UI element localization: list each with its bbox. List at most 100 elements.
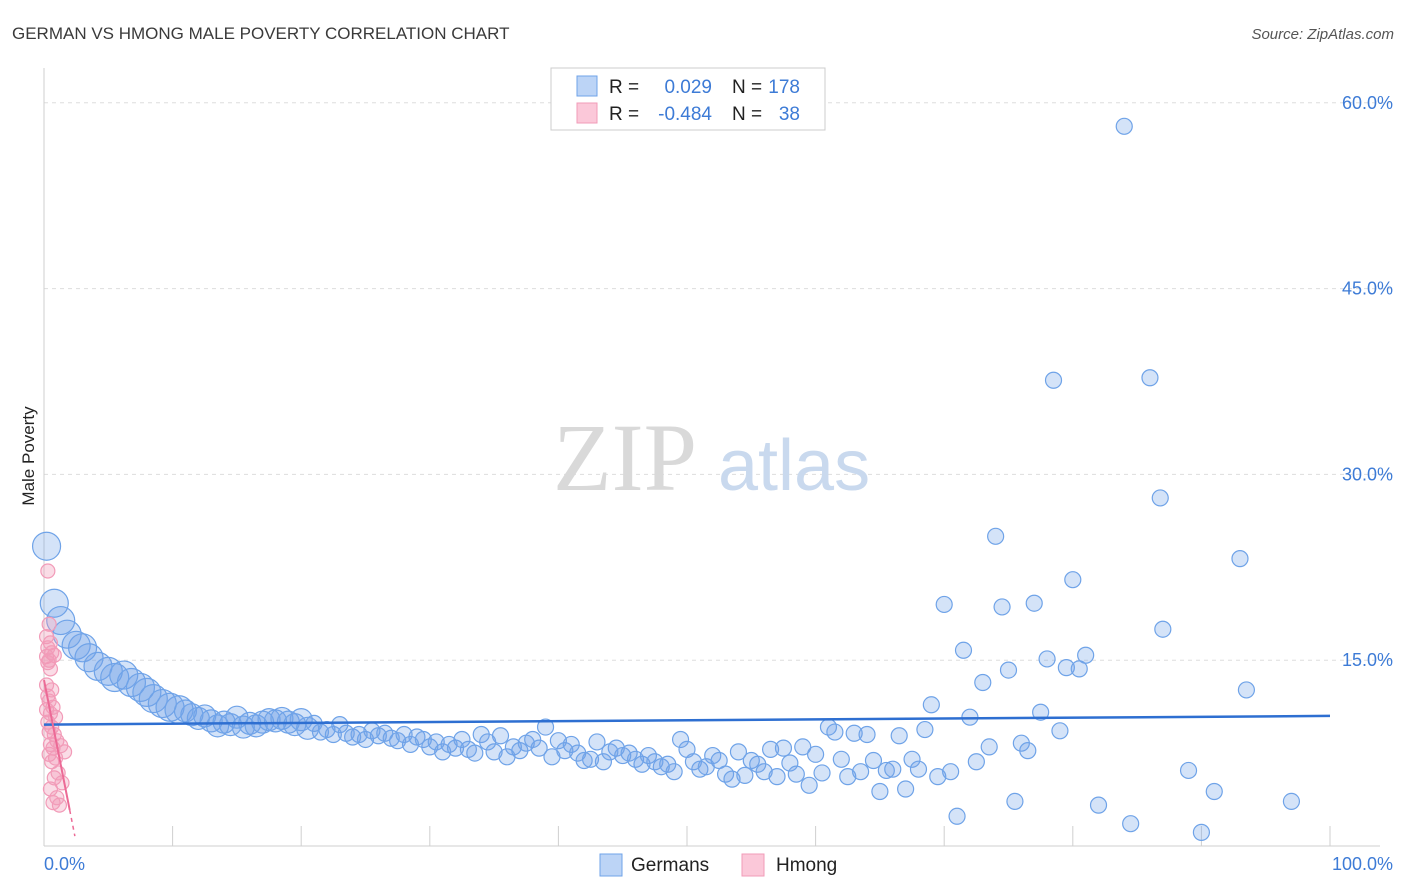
german-point xyxy=(1122,815,1140,833)
german-point xyxy=(806,745,825,763)
german-point xyxy=(1089,796,1108,814)
german-point xyxy=(1025,594,1043,612)
chart-title: GERMAN VS HMONG MALE POVERTY CORRELATION… xyxy=(12,24,510,43)
hmong-point xyxy=(42,661,59,677)
german-point xyxy=(903,750,921,768)
bottom-legend-swatch-hmong xyxy=(741,853,765,877)
watermark: ZIP atlas xyxy=(553,404,870,511)
watermark-zip: ZIP xyxy=(553,404,697,511)
german-point xyxy=(980,738,998,756)
german-point xyxy=(987,527,1005,545)
german-point xyxy=(116,667,147,698)
german-point xyxy=(1179,761,1198,780)
german-point xyxy=(1205,782,1223,801)
legend-n-label-1: N = xyxy=(732,77,762,98)
german-point xyxy=(826,723,844,741)
x-tick-label-max: 100.0% xyxy=(1332,854,1393,874)
german-point xyxy=(524,730,542,749)
german-point xyxy=(536,718,555,736)
german-point xyxy=(173,699,198,723)
hmong-point xyxy=(41,616,57,632)
legend-r-value-1: 0.029 xyxy=(664,77,712,98)
legend-r-value-2: -0.484 xyxy=(658,104,712,125)
legend-swatch-germans xyxy=(576,75,598,97)
hmong-trendline-extension xyxy=(68,809,76,837)
german-point xyxy=(620,744,638,762)
german-point xyxy=(858,725,876,744)
german-point xyxy=(909,760,928,778)
german-point xyxy=(845,724,863,742)
german-point xyxy=(974,673,992,692)
german-point xyxy=(1006,792,1024,811)
german-point xyxy=(588,733,606,751)
german-point xyxy=(723,770,741,788)
german-point xyxy=(549,732,568,750)
german-point xyxy=(935,595,953,614)
german-point xyxy=(1115,117,1133,135)
german-point xyxy=(813,764,831,782)
german-point xyxy=(736,766,754,784)
german-point xyxy=(1192,823,1211,841)
german-point xyxy=(324,725,342,744)
german-point xyxy=(929,768,947,786)
german-point xyxy=(755,763,773,781)
german-point xyxy=(575,751,593,770)
german-point xyxy=(729,743,748,761)
german-point xyxy=(877,761,895,780)
legend-swatch-hmong xyxy=(576,102,598,124)
hmong-trendline xyxy=(43,679,71,811)
german-point xyxy=(897,780,915,798)
german-point xyxy=(665,763,683,781)
german-point xyxy=(671,730,690,749)
german-point xyxy=(485,743,503,761)
german-point xyxy=(890,727,908,745)
german-point xyxy=(180,703,204,727)
german-point xyxy=(427,733,445,751)
german-point xyxy=(138,683,168,714)
german-point xyxy=(1057,659,1075,677)
legend-n-label-2: N = xyxy=(732,104,762,125)
gridlines xyxy=(44,102,1394,661)
german-point xyxy=(1282,792,1301,811)
german-point xyxy=(257,708,281,732)
german-point xyxy=(356,730,375,749)
y-tick-label: 45.0% xyxy=(1342,279,1393,299)
german-point xyxy=(1064,571,1082,589)
hmong-point xyxy=(46,770,62,786)
german-point xyxy=(206,714,230,738)
german-point xyxy=(871,782,889,801)
y-tick-label: 15.0% xyxy=(1342,650,1393,670)
y-axis-label: Male Poverty xyxy=(19,406,38,506)
german-point xyxy=(761,740,780,758)
german-point xyxy=(231,715,255,739)
german-point xyxy=(864,751,883,770)
legend-r-label-2: R = xyxy=(609,104,639,125)
german-point xyxy=(832,750,850,768)
german-point xyxy=(1231,550,1249,568)
bottom-legend: Germans Hmong xyxy=(599,853,837,877)
german-point xyxy=(556,742,574,760)
germans-points xyxy=(31,117,1301,841)
legend-r-label-1: R = xyxy=(609,77,639,98)
german-point xyxy=(1237,681,1256,699)
german-point xyxy=(839,768,857,786)
german-point xyxy=(147,688,177,719)
chart-source: Source: ZipAtlas.com xyxy=(1251,26,1394,43)
german-point xyxy=(1141,369,1159,387)
watermark-atlas: atlas xyxy=(718,426,870,506)
german-point xyxy=(884,760,902,778)
german-point xyxy=(1032,703,1050,721)
legend-n-value-1: 178 xyxy=(768,77,800,98)
hmong-point xyxy=(44,754,60,770)
german-point xyxy=(639,746,658,765)
german-point xyxy=(999,661,1018,679)
bottom-legend-hmong: Hmong xyxy=(776,855,837,876)
german-point xyxy=(389,732,407,750)
german-point xyxy=(39,588,69,618)
german-point xyxy=(774,739,793,757)
german-point xyxy=(581,750,600,768)
german-point xyxy=(787,765,805,783)
bottom-legend-swatch-germans xyxy=(599,853,623,877)
trendlines xyxy=(43,679,1331,837)
